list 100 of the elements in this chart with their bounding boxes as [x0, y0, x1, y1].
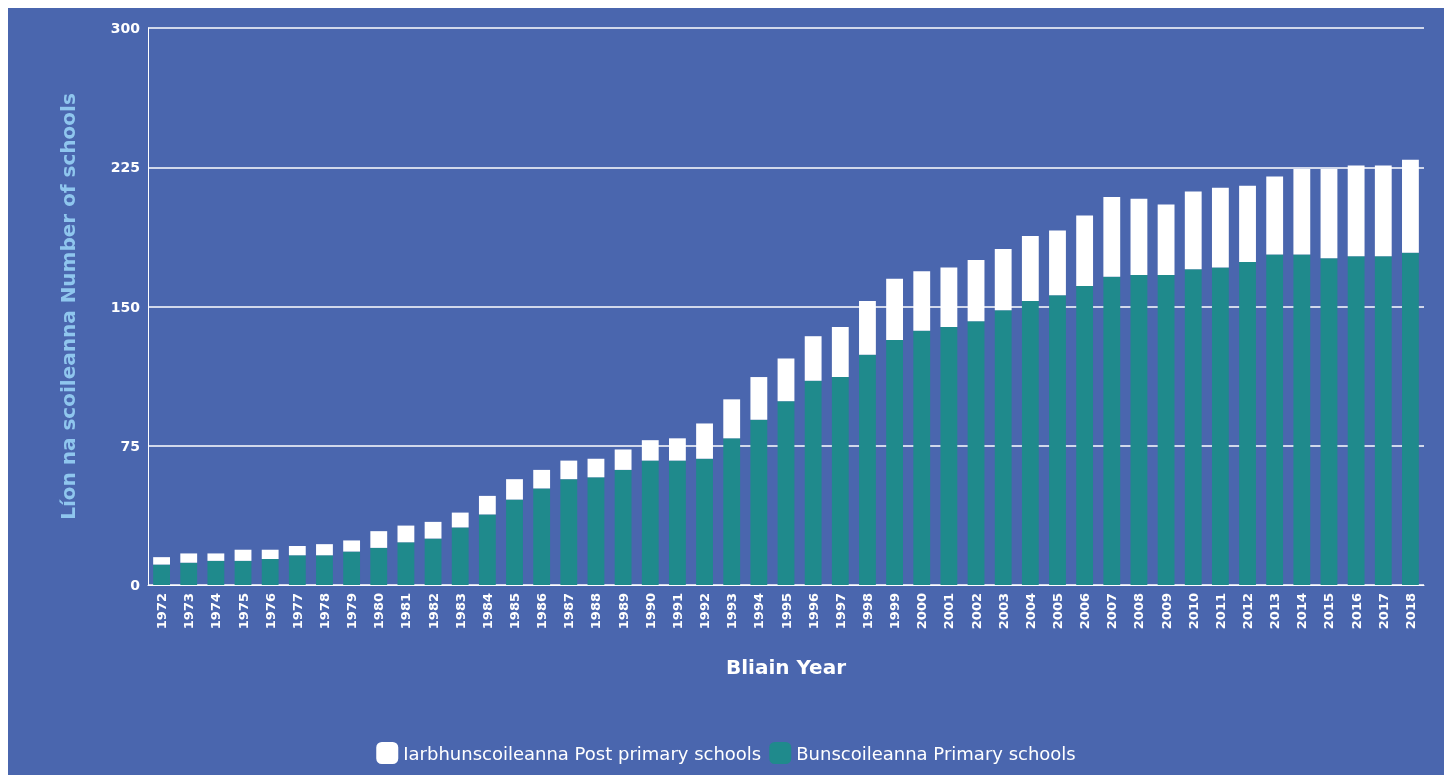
bar — [641, 460, 659, 585]
bar — [234, 549, 252, 561]
legend-label: Iarbhunscoileanna Post primary schools — [403, 742, 762, 764]
x-tick-label: 1990 — [642, 593, 658, 630]
bar — [831, 326, 849, 378]
bar — [1076, 215, 1094, 287]
bar — [343, 540, 361, 552]
bar — [1239, 261, 1256, 585]
x-tick-label: 1987 — [561, 593, 577, 630]
bar — [587, 477, 605, 585]
x-tick-label: 1985 — [507, 593, 523, 630]
bar — [1184, 269, 1202, 585]
y-tick-label: 0 — [130, 577, 141, 593]
x-tick-label: 1989 — [615, 593, 631, 630]
bar — [424, 521, 442, 539]
bar — [886, 339, 904, 585]
bar — [370, 531, 388, 548]
x-tick-label: 2014 — [1294, 593, 1310, 630]
bar — [804, 380, 822, 585]
bar — [261, 549, 279, 560]
x-tick-label: 2018 — [1402, 593, 1418, 630]
x-tick-label: 2003 — [995, 593, 1011, 630]
x-tick-label: 1988 — [588, 593, 604, 630]
x-tick-label: 1973 — [181, 593, 197, 630]
bar — [506, 479, 523, 500]
bar — [234, 560, 252, 585]
bar — [723, 438, 741, 585]
x-tick-label: 1977 — [289, 593, 305, 630]
x-tick-label: 2007 — [1104, 593, 1120, 630]
bar — [913, 330, 931, 585]
bar — [1049, 230, 1066, 296]
bar — [1130, 274, 1148, 585]
bar — [1103, 196, 1121, 277]
x-tick-label: 2005 — [1049, 593, 1065, 630]
x-tick-label: 1998 — [859, 593, 875, 630]
x-tick-label: 1974 — [208, 593, 224, 630]
bar — [1130, 198, 1148, 275]
bar — [560, 460, 578, 480]
bar — [451, 512, 469, 528]
bar — [153, 564, 170, 585]
x-tick-label: 2001 — [941, 593, 957, 630]
bar — [261, 559, 279, 585]
x-tick-label: 1996 — [805, 593, 821, 630]
bar — [1021, 235, 1039, 301]
bar — [424, 538, 442, 585]
x-tick-label: 2017 — [1375, 593, 1391, 630]
x-tick-label: 1975 — [235, 593, 251, 630]
x-tick-label: 1976 — [262, 593, 278, 630]
y-tick-label: 300 — [110, 20, 141, 36]
x-tick-label: 2000 — [914, 593, 930, 630]
bar — [1266, 176, 1284, 255]
y-tick-label: 225 — [110, 159, 140, 176]
x-tick-label: 1980 — [371, 593, 387, 630]
bar — [831, 377, 849, 585]
bar — [1157, 204, 1175, 275]
x-tick-label: 2010 — [1185, 593, 1201, 630]
bar — [1239, 185, 1256, 262]
x-tick-label: 1984 — [479, 593, 495, 630]
bar — [288, 555, 306, 585]
bar — [316, 555, 333, 585]
bar — [750, 377, 768, 420]
x-tick-label: 1992 — [697, 593, 713, 630]
bar — [804, 336, 822, 381]
bar — [397, 542, 415, 585]
bar — [153, 557, 170, 565]
bar — [316, 544, 333, 556]
x-axis-title: Bliain Year — [725, 655, 847, 679]
legend-label: Bunscoileanna Primary schools — [796, 742, 1076, 764]
bar — [1374, 256, 1392, 585]
x-tick-label: 2004 — [1022, 593, 1038, 630]
x-tick-label: 1995 — [778, 593, 794, 630]
x-tick-label: 1983 — [452, 593, 468, 630]
bar — [1211, 267, 1229, 585]
bar — [207, 560, 225, 585]
bar — [1157, 274, 1175, 585]
x-tick-label: 2008 — [1131, 593, 1147, 630]
bar — [777, 401, 795, 585]
x-tick-label: 1999 — [887, 593, 903, 630]
bar — [723, 399, 741, 439]
x-tick-label: 1993 — [724, 593, 740, 630]
x-tick-label: 1979 — [344, 593, 360, 630]
x-tick-label: 1997 — [832, 593, 848, 630]
y-tick-label: 150 — [110, 298, 141, 315]
bar — [668, 460, 686, 585]
bar — [994, 310, 1012, 585]
x-tick-label: 2015 — [1321, 593, 1337, 630]
bar — [940, 326, 958, 585]
bar — [1402, 252, 1419, 585]
bar — [560, 479, 578, 585]
bar — [207, 553, 225, 561]
bar — [1021, 300, 1039, 585]
bar — [614, 469, 632, 585]
x-tick-label: 1981 — [398, 593, 414, 630]
bar — [1049, 295, 1066, 585]
bar — [1211, 187, 1229, 268]
y-tick-label: 75 — [120, 437, 140, 454]
bar — [478, 495, 496, 515]
x-tick-label: 2012 — [1240, 593, 1256, 630]
bar — [451, 527, 469, 585]
bar — [967, 321, 985, 585]
